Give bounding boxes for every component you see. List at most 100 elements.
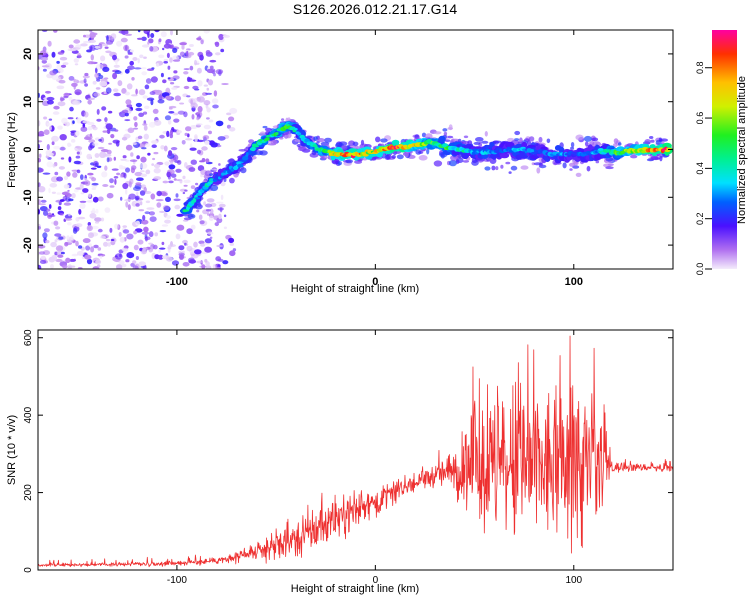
noise-speckle (101, 43, 109, 47)
noise-speckle (132, 142, 137, 146)
noise-speckle (41, 65, 50, 68)
noise-speckle (121, 247, 129, 252)
ridge-core (242, 156, 249, 161)
noise-speckle (170, 30, 173, 36)
noise-speckle (173, 112, 179, 116)
noise-speckle (53, 145, 61, 150)
noise-speckle (134, 228, 143, 233)
noise-speckle (96, 78, 101, 82)
noise-speckle (72, 172, 78, 178)
noise-speckle (113, 64, 120, 68)
noise-speckle (118, 260, 125, 265)
noise-speckle (99, 151, 107, 158)
noise-speckle (232, 248, 237, 252)
noise-speckle (75, 91, 81, 95)
noise-speckle (223, 214, 227, 218)
noise-speckle (122, 225, 127, 228)
noise-speckle (46, 96, 55, 101)
noise-speckle (120, 196, 123, 201)
noise-speckle (188, 51, 195, 56)
noise-speckle (39, 168, 44, 173)
noise-speckle (174, 204, 181, 210)
noise-speckle (156, 63, 160, 67)
halo-speckle (380, 138, 388, 143)
noise-speckle (188, 167, 196, 172)
noise-speckle (86, 49, 92, 53)
noise-speckle (49, 70, 57, 76)
noise-speckle (191, 114, 195, 120)
halo-speckle (491, 165, 496, 171)
noise-speckle (89, 133, 93, 137)
noise-speckle (167, 65, 171, 70)
noise-speckle (48, 204, 52, 209)
noise-speckle (106, 35, 109, 42)
noise-speckle (195, 123, 203, 126)
noise-speckle (132, 57, 138, 61)
ridge-core (192, 197, 197, 203)
noise-speckle (105, 123, 113, 130)
noise-speckle (67, 142, 71, 147)
noise-speckle (56, 85, 65, 90)
noise-speckle (184, 242, 187, 246)
halo-speckle (259, 150, 268, 156)
halo-speckle (448, 124, 453, 131)
noise-speckle (168, 164, 176, 170)
noise-speckle (101, 171, 108, 178)
noise-speckle (178, 250, 182, 254)
noise-speckle (178, 245, 185, 251)
noise-speckle (82, 75, 90, 79)
noise-speckle (76, 151, 80, 155)
noise-speckle (110, 134, 115, 139)
noise-speckle (196, 116, 200, 121)
noise-speckle (55, 226, 61, 230)
noise-speckle (184, 189, 188, 192)
noise-speckle (165, 95, 172, 100)
y-tick-label: 0 (22, 146, 34, 152)
noise-speckle (169, 160, 174, 165)
noise-speckle (144, 236, 148, 242)
noise-speckle (95, 162, 98, 167)
noise-speckle (135, 256, 139, 260)
noise-speckle (182, 262, 190, 267)
halo-speckle (533, 162, 543, 166)
noise-speckle (62, 264, 68, 269)
noise-speckle (205, 92, 213, 95)
noise-speckle (166, 130, 170, 138)
noise-speckle (54, 239, 58, 243)
halo-speckle (446, 135, 454, 139)
noise-speckle (57, 206, 62, 211)
noise-speckle (90, 54, 95, 61)
halo-speckle (570, 146, 575, 150)
noise-speckle (173, 178, 177, 181)
halo-speckle (264, 127, 272, 132)
noise-speckle (104, 46, 109, 49)
noise-speckle (88, 139, 96, 143)
noise-speckle (160, 31, 167, 38)
noise-speckle (91, 177, 97, 182)
noise-speckle (222, 34, 230, 38)
noise-speckle (57, 51, 65, 55)
noise-speckle (38, 186, 46, 193)
halo-speckle (450, 155, 459, 161)
noise-speckle (104, 207, 111, 213)
noise-speckle (186, 50, 189, 57)
noise-speckle (114, 70, 122, 75)
noise-speckle (71, 139, 76, 143)
noise-speckle (75, 146, 80, 149)
noise-speckle (176, 224, 185, 231)
noise-speckle (158, 38, 162, 43)
noise-speckle (88, 232, 94, 239)
noise-speckle (115, 140, 120, 147)
noise-speckle (94, 221, 100, 224)
halo-speckle (443, 131, 448, 136)
noise-speckle (138, 112, 145, 118)
noise-speckle (122, 229, 130, 234)
ridge-core (253, 145, 260, 148)
noise-speckle (101, 106, 107, 111)
halo-speckle (442, 128, 448, 132)
noise-speckle (198, 214, 203, 220)
noise-speckle (209, 65, 214, 70)
noise-speckle (106, 157, 110, 163)
noise-speckle (90, 167, 97, 170)
noise-speckle (106, 192, 114, 199)
